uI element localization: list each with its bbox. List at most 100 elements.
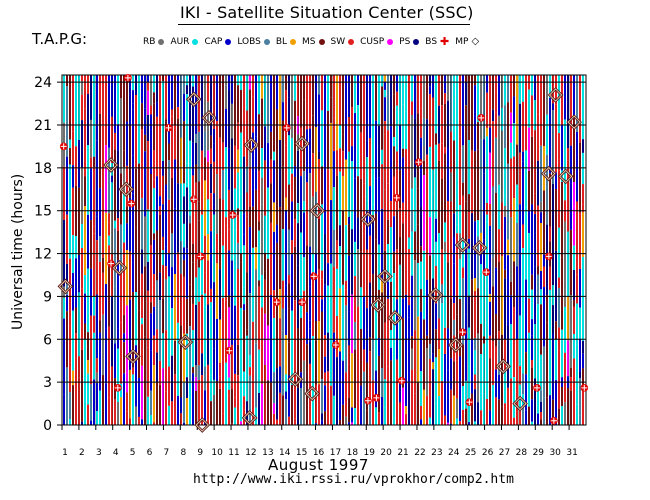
region-trace-segment [120, 383, 122, 398]
region-trace-segment [369, 282, 371, 338]
region-trace-segment [225, 147, 227, 218]
region-trace-segment [138, 163, 140, 210]
region-trace-segment [120, 75, 122, 99]
region-trace-segment [453, 140, 455, 214]
region-trace-segment [153, 239, 155, 275]
region-trace-segment [84, 323, 86, 340]
region-trace-segment [480, 307, 482, 324]
region-trace-segment [72, 273, 74, 311]
region-trace-segment [321, 204, 323, 271]
region-trace-segment [240, 132, 242, 192]
region-trace-segment [129, 369, 131, 419]
region-trace-segment [75, 75, 77, 147]
region-trace-segment [429, 146, 431, 218]
region-trace-segment [447, 370, 449, 423]
region-trace-segment [216, 174, 218, 234]
region-trace-segment [204, 272, 206, 294]
source-url[interactable]: http://www.iki.rssi.ru/vprokhor/comp2.ht… [193, 472, 514, 487]
region-trace-segment [375, 178, 377, 214]
region-trace-segment [456, 118, 458, 155]
region-trace-segment [300, 232, 302, 296]
region-trace-segment [378, 412, 380, 425]
region-trace-segment [219, 198, 221, 270]
region-trace-segment [306, 75, 308, 130]
region-trace-segment [582, 388, 584, 425]
region-trace-segment [348, 397, 350, 423]
region-trace-segment [444, 147, 446, 154]
region-trace-segment [366, 200, 368, 212]
region-trace-segment [492, 286, 494, 341]
region-trace-segment [288, 416, 290, 425]
region-trace-segment [561, 124, 563, 171]
region-trace-segment [279, 139, 281, 208]
region-trace-segment [384, 322, 386, 380]
region-trace-segment [258, 280, 260, 287]
region-trace-segment [135, 75, 137, 95]
region-trace-segment [579, 75, 581, 143]
region-trace-segment [378, 337, 380, 356]
region-trace-segment [444, 415, 446, 425]
region-trace-segment [294, 372, 296, 419]
region-trace-segment [387, 366, 389, 425]
region-trace-segment [87, 332, 89, 360]
region-trace-segment [504, 75, 506, 106]
region-trace-segment [525, 75, 527, 151]
region-trace-segment [252, 247, 254, 322]
region-trace-segment [465, 380, 467, 409]
region-trace-segment [477, 122, 479, 150]
bs-crossing-marker [310, 272, 318, 281]
region-trace-segment [405, 342, 407, 407]
region-trace-segment [255, 269, 257, 344]
region-trace-segment [405, 111, 407, 150]
region-trace-segment [258, 221, 260, 231]
region-trace-segment [537, 304, 539, 362]
region-trace-segment [204, 293, 206, 367]
region-trace-segment [174, 374, 176, 425]
region-trace-segment [162, 298, 164, 334]
region-trace-segment [414, 231, 416, 261]
region-trace-segment [504, 105, 506, 149]
region-trace-segment [165, 119, 167, 185]
region-trace-segment [255, 75, 257, 137]
region-trace-segment [393, 418, 395, 425]
region-trace-segment [87, 404, 89, 425]
region-trace-segment [96, 216, 98, 241]
region-trace-segment [582, 212, 584, 258]
region-trace-segment [480, 167, 482, 233]
legend-dot-icon [263, 39, 270, 45]
region-trace-segment [315, 126, 317, 192]
region-trace-segment [582, 139, 584, 153]
region-trace-segment [342, 151, 344, 176]
region-trace-segment [468, 140, 470, 195]
region-trace-segment [558, 277, 560, 288]
region-trace-segment [240, 262, 242, 308]
region-trace-segment [519, 204, 521, 244]
region-trace-segment [153, 422, 155, 425]
region-trace-segment [360, 75, 362, 133]
x-tick-label: 3 [96, 448, 102, 458]
region-trace-segment [546, 322, 548, 398]
region-trace-segment [495, 267, 497, 315]
x-tick-label: 22 [414, 448, 425, 458]
region-trace-segment [459, 299, 461, 357]
region-trace-segment [117, 260, 119, 329]
region-trace-segment [69, 392, 71, 420]
region-trace-segment [543, 346, 545, 398]
region-trace-segment [435, 75, 437, 134]
region-trace-segment [192, 86, 194, 143]
region-trace-segment [423, 75, 425, 119]
legend-item-lobs: LOBS [237, 37, 270, 47]
region-trace-segment [327, 169, 329, 207]
region-trace-segment [498, 229, 500, 263]
region-trace-segment [219, 269, 221, 320]
region-trace-segment [300, 75, 302, 128]
bs-crossing-marker [364, 396, 372, 405]
region-trace-segment [279, 318, 281, 367]
region-trace-segment [483, 139, 485, 174]
region-trace-segment [327, 75, 329, 111]
region-trace-segment [96, 358, 98, 373]
region-trace-segment [219, 75, 221, 138]
region-trace-segment [387, 243, 389, 282]
region-trace-segment [381, 86, 383, 150]
region-trace-segment [123, 315, 125, 334]
